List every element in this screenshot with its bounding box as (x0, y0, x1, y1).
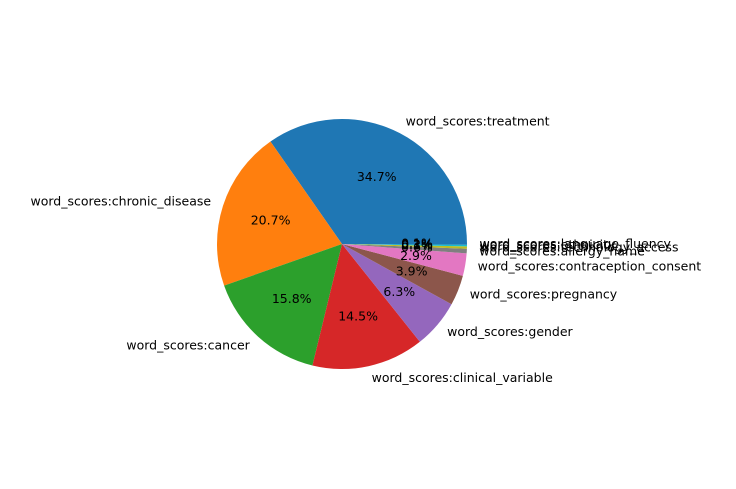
slice-label: word_scores:treatment (406, 114, 550, 129)
slice-label: word_scores:language_fluency (480, 236, 672, 251)
slice-label: word_scores:pregnancy (470, 287, 618, 302)
percent-label: 3.9% (396, 263, 428, 278)
slice-label: word_scores:allergy_name (479, 243, 645, 258)
percent-label: 34.7% (357, 169, 397, 184)
percent-label: 6.3% (383, 284, 415, 299)
pie-slice (342, 244, 467, 254)
percent-label: 0.2% (401, 236, 433, 251)
pie-slice (342, 244, 452, 342)
pie-slice (342, 244, 463, 305)
pie-slice (270, 119, 467, 244)
slice-label: word_scores:cancer (126, 338, 250, 353)
slice-label: word_scores:chronic_disease (31, 193, 212, 208)
percent-label: 0.1% (401, 236, 433, 251)
pie-slice (312, 244, 420, 369)
pie-slice (342, 244, 467, 247)
percent-label: 0.3% (401, 238, 433, 253)
pie-slice (217, 141, 342, 286)
percent-label: 0.6% (401, 240, 433, 255)
slice-label: word_scores:technology_access (479, 239, 678, 254)
slice-label: word_scores:clinical_variable (372, 370, 553, 385)
pie-slice (224, 244, 342, 366)
percent-label: 20.7% (251, 213, 291, 228)
pie-slice (342, 244, 467, 276)
pie-slice (342, 244, 467, 249)
percent-label: 2.9% (400, 248, 432, 263)
pie-slices (217, 119, 468, 369)
slice-labels: word_scores:treatment word_scores:chronic… (31, 114, 702, 385)
percent-labels: 34.7% 20.7% 15.8% 14.5% 6.3% 3.9%2.9%0.6%0.3%… (251, 169, 433, 324)
percent-label: 14.5% (338, 309, 378, 324)
slice-label: word_scores:gender (447, 324, 573, 339)
slice-label: word_scores:ethnicity (480, 237, 616, 252)
percent-label: 15.8% (272, 291, 312, 306)
pie-slice (342, 244, 468, 245)
slice-label: word_scores:contraception_consent (478, 258, 702, 273)
